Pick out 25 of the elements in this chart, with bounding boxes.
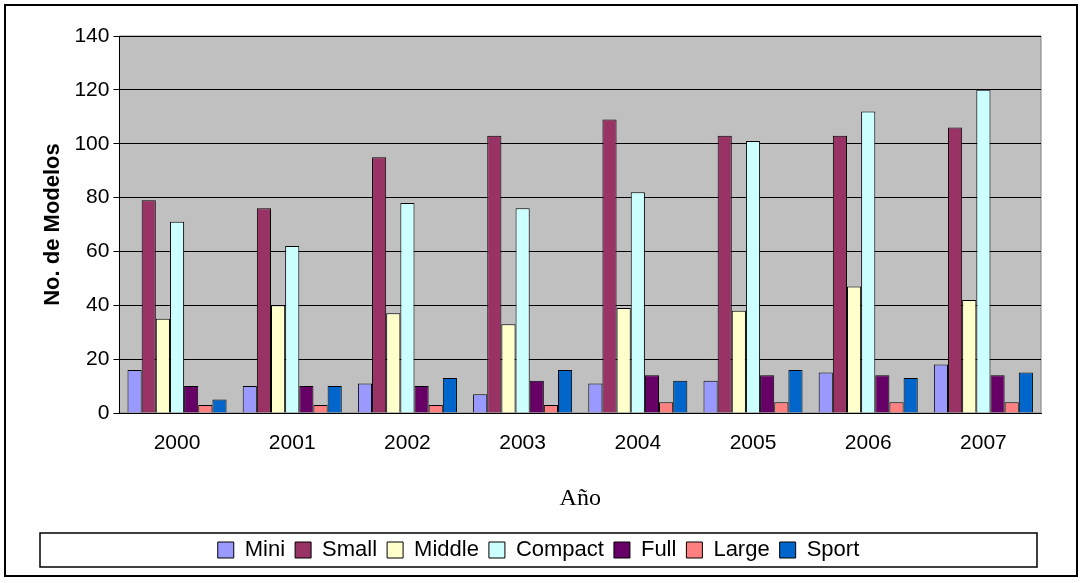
x-tick-label: 2007 [960, 430, 1007, 454]
y-tick-label: 80 [86, 184, 110, 208]
legend-label: Middle [414, 536, 479, 562]
legend-label: Mini [244, 536, 286, 562]
x-tick-label: 2002 [384, 430, 431, 454]
y-tick-label: 60 [86, 238, 110, 262]
x-axis-title: Año [559, 483, 601, 510]
y-tick-label: 40 [86, 292, 110, 316]
y-tick-label: 100 [74, 130, 110, 154]
y-tick-label: 140 [74, 22, 110, 46]
x-tick-label: 2005 [729, 430, 777, 454]
x-tick-label: 2001 [268, 430, 316, 454]
legend-label: Full [640, 536, 677, 562]
x-tick-label: 2006 [844, 430, 892, 454]
x-tick-label: 2004 [614, 430, 662, 454]
legend-label: Small [322, 536, 378, 562]
legend-label: Sport [806, 536, 860, 562]
x-tick-label: 2003 [499, 430, 546, 454]
y-tick-label: 0 [97, 399, 110, 423]
x-tick-label: 2000 [153, 430, 201, 454]
y-axis-title: No. de Modelos [39, 143, 65, 306]
legend-label: Large [713, 536, 770, 562]
y-tick-label: 20 [86, 345, 110, 369]
legend-label: Compact [515, 536, 604, 562]
y-tick-label: 120 [74, 76, 110, 100]
